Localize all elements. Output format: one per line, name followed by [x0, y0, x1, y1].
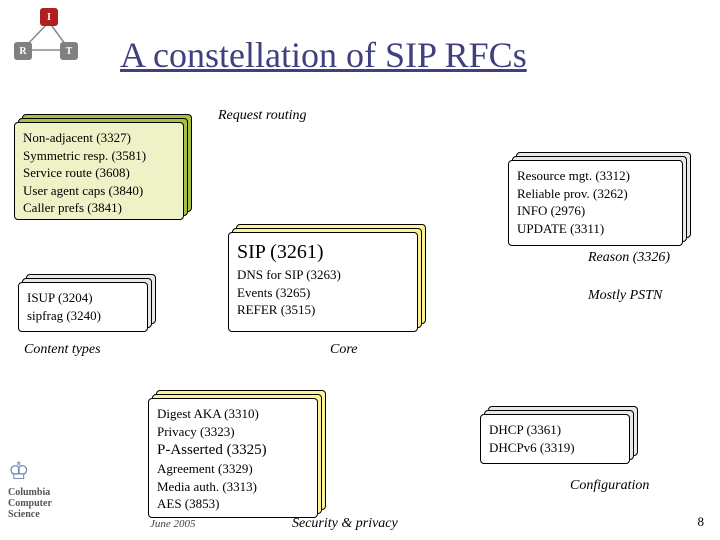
logo-node-r: R — [14, 42, 32, 60]
box-config-front: DHCP (3361)DHCPv6 (3319) — [480, 414, 630, 464]
label-security-privacy: Security & privacy — [292, 516, 398, 532]
label-core: Core — [330, 342, 357, 358]
label-request-routing: Request routing — [218, 108, 307, 124]
logo-node-i: I — [40, 8, 58, 26]
label-content-types: Content types — [24, 342, 101, 358]
box-content-types-front: ISUP (3204)sipfrag (3240) — [18, 282, 148, 332]
crown-icon: ♔ — [8, 459, 103, 485]
page-number: 8 — [698, 514, 705, 530]
page-title: A constellation of SIP RFCs — [120, 34, 527, 76]
irt-logo: IR T — [10, 8, 80, 68]
columbia-logo: ♔ Columbia Computer Science — [8, 459, 103, 520]
label-reason: Reason (3326) — [588, 250, 670, 266]
box-core-front: SIP (3261)DNS for SIP (3263)Events (3265… — [228, 232, 418, 332]
logo-node-t: T — [60, 42, 78, 60]
box-pstn-front: Resource mgt. (3312)Reliable prov. (3262… — [508, 160, 683, 246]
box-security-front: Digest AKA (3310)Privacy (3323)P-Asserte… — [148, 398, 318, 518]
label-configuration: Configuration — [570, 478, 649, 494]
footer-date: June 2005 — [150, 518, 196, 530]
label-mostly-pstn: Mostly PSTN — [588, 288, 662, 304]
box-request-routing-front: Non-adjacent (3327)Symmetric resp. (3581… — [14, 122, 184, 220]
